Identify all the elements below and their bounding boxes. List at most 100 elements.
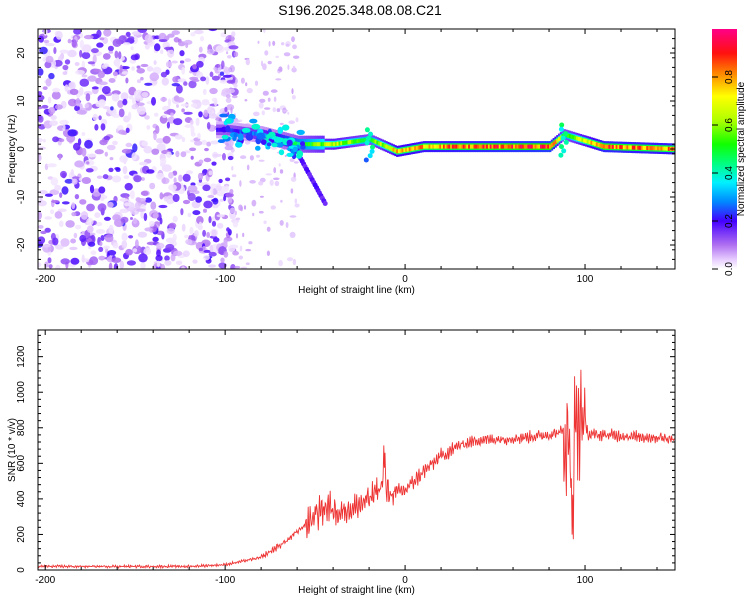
noise-blob — [191, 99, 201, 104]
snr-y-label: SNR (10 * v/v) — [7, 418, 18, 482]
ridge-core — [556, 138, 559, 143]
ridge-core — [370, 138, 374, 143]
noise-blob — [122, 98, 128, 106]
noise-blob — [40, 230, 47, 235]
noise-blob — [273, 167, 277, 174]
ridge-core — [635, 145, 638, 150]
ridge-core — [217, 127, 221, 132]
noise-blob — [193, 29, 204, 35]
noise-blob — [192, 79, 200, 82]
noise-blob — [193, 230, 199, 237]
noise-blob — [79, 234, 87, 243]
noise-blob — [38, 137, 43, 143]
noise-blob — [225, 94, 231, 99]
ridge-core — [376, 140, 379, 145]
noise-blob — [38, 200, 47, 207]
ridge-core — [435, 144, 439, 149]
ridge-core — [621, 145, 624, 150]
ridge-core — [381, 143, 385, 147]
noise-blob — [47, 96, 52, 104]
ridge-core — [577, 137, 581, 141]
noise-blob — [55, 244, 64, 250]
ridge-core — [640, 145, 644, 150]
noise-blob — [229, 189, 234, 194]
ridge-core — [550, 143, 554, 148]
noise-blob — [81, 132, 86, 136]
noise-blob — [125, 77, 129, 84]
noise-blob — [136, 102, 145, 106]
noise-blob — [119, 260, 125, 269]
ridge-core — [473, 144, 476, 149]
ridge-core — [322, 142, 325, 147]
noise-blob — [291, 88, 294, 95]
ridge-core — [372, 139, 376, 143]
noise-blob — [112, 214, 121, 222]
noise-blob — [162, 135, 171, 144]
ridge-core — [316, 142, 320, 147]
noise-blob — [211, 97, 217, 103]
ridge-blob — [251, 123, 261, 130]
noise-blob — [108, 262, 113, 269]
ridge-core — [667, 146, 671, 151]
noise-blob — [100, 196, 105, 201]
noise-blob — [76, 109, 87, 115]
noise-blob — [262, 63, 267, 71]
noise-blob — [55, 264, 61, 269]
ridge-core — [396, 149, 399, 154]
noise-blob — [74, 62, 80, 66]
ridge-core — [297, 142, 300, 147]
noise-blob — [229, 65, 235, 73]
ridge-core — [324, 142, 327, 147]
ridge-core — [219, 127, 223, 132]
noise-blob — [175, 150, 180, 158]
noise-blob — [57, 208, 67, 213]
ridge-core — [450, 144, 453, 149]
ridge-core — [392, 147, 395, 152]
noise-blob — [45, 43, 55, 47]
noise-blob — [124, 202, 131, 207]
noise-blob — [215, 64, 221, 68]
noise-blob — [94, 212, 101, 219]
noise-blob — [74, 160, 85, 168]
noise-blob — [186, 170, 193, 175]
snr-x-label: Height of straight line (km) — [298, 585, 415, 596]
noise-blob — [141, 92, 149, 98]
noise-blob — [96, 175, 103, 179]
ridge-core — [432, 144, 435, 149]
noise-blob — [153, 131, 157, 141]
bump-blob — [369, 148, 375, 154]
noise-blob — [99, 37, 105, 41]
noise-blob — [261, 110, 265, 116]
noise-blob — [38, 115, 44, 123]
noise-blob — [228, 45, 239, 50]
noise-blob — [103, 216, 111, 221]
noise-blob — [272, 107, 277, 113]
ridge-core — [543, 144, 546, 149]
noise-blob — [211, 161, 217, 166]
noise-blob — [48, 107, 56, 115]
noise-blob — [59, 49, 69, 54]
ridge-core — [248, 130, 251, 135]
ridge-core — [264, 133, 268, 138]
noise-blob — [273, 96, 277, 102]
ridge-core — [590, 140, 593, 145]
noise-blob — [117, 100, 124, 108]
noise-blob — [38, 106, 44, 110]
noise-blob — [86, 153, 97, 158]
ridge-core — [255, 131, 259, 136]
noise-blob — [67, 49, 77, 58]
noise-blob — [219, 79, 228, 84]
page-title: S196.2025.348.08.08.C21 — [278, 2, 442, 18]
snr-plot-frame — [37, 329, 676, 571]
ridge-blob — [217, 139, 225, 144]
noise-blob — [73, 29, 82, 35]
ridge-core — [491, 144, 494, 149]
noise-blob — [71, 212, 77, 217]
noise-blob — [206, 231, 211, 238]
ridge-core — [498, 144, 502, 149]
noise-blob — [224, 185, 229, 192]
ridge-core — [628, 145, 631, 150]
noise-blob — [268, 40, 271, 47]
noise-blob — [185, 239, 193, 245]
